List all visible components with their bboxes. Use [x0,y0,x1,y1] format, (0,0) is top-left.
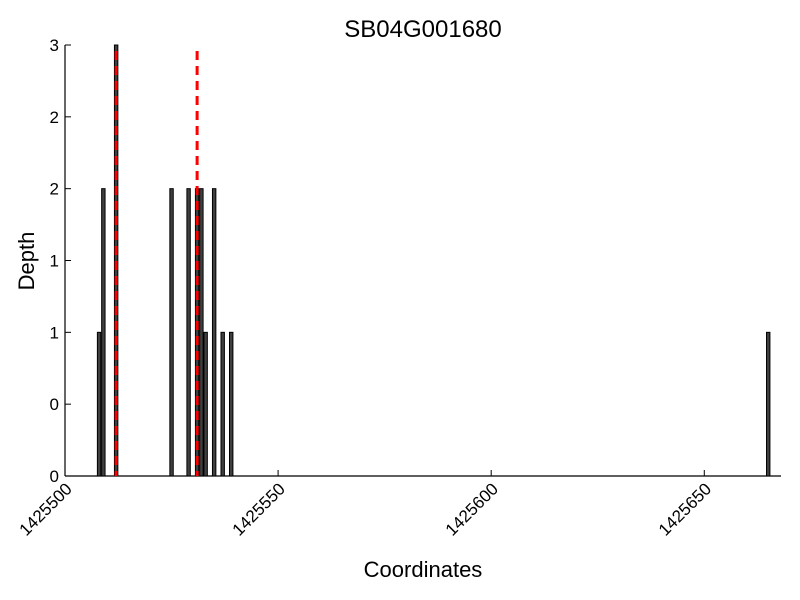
x-axis-label: Coordinates [364,557,483,582]
depth-bar [203,331,208,477]
y-tick-label: 1 [50,323,59,342]
y-tick-label: 0 [50,467,59,486]
chart-title: SB04G001680 [344,16,501,43]
depth-bar [220,331,225,477]
depth-bar [211,188,217,477]
y-axis-ticks: 0 0 1 1 2 2 3 [50,36,71,486]
depth-bar [199,188,204,477]
depth-bar [766,331,771,477]
y-tick-label: 1 [50,252,59,271]
x-axis-ticks: 1425500 1425550 1425600 1425650 [16,470,715,540]
y-tick-label: 0 [50,395,59,414]
depth-bar [229,331,234,477]
y-tick-label: 2 [50,108,59,127]
depth-bar [113,44,119,477]
y-tick-label: 3 [50,36,59,55]
y-axis-label: Depth [14,232,39,291]
x-tick-label: 1425550 [229,479,289,539]
x-tick-label: 1425600 [442,479,502,539]
y-tick-label: 2 [50,180,59,199]
plot-area [64,44,781,477]
depth-bar [186,188,191,477]
x-tick-label: 1425650 [655,479,715,539]
depth-bar [96,331,102,477]
depth-bar [101,188,106,477]
x-tick-label: 1425500 [16,479,76,539]
depth-bar [169,188,174,477]
